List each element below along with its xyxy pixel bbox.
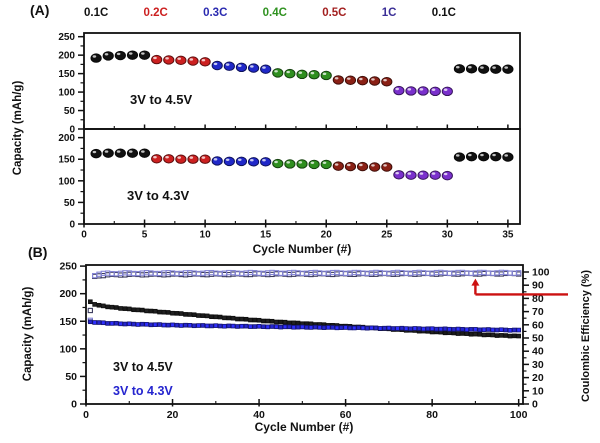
panel-b-right-y-axis-title: Coulombic Efficiency (%)	[580, 269, 592, 403]
svg-text:80: 80	[426, 409, 438, 421]
svg-text:100: 100	[58, 88, 75, 99]
svg-text:15: 15	[260, 230, 272, 241]
rate-label-5: 1C	[381, 7, 397, 19]
rate-label-0: 0.1C	[84, 7, 109, 19]
svg-text:30: 30	[532, 359, 544, 371]
panel-a-y-axis-title: Capacity (mAh/g)	[12, 80, 24, 176]
svg-text:25: 25	[381, 230, 393, 241]
legend-item-0: 3V to 4.5V	[113, 360, 173, 374]
svg-text:40: 40	[253, 409, 265, 421]
panel-b-legend: 3V to 4.5V 3V to 4.3V	[113, 360, 173, 408]
svg-text:20: 20	[532, 372, 544, 384]
legend-item-1: 3V to 4.3V	[113, 384, 173, 398]
svg-text:0: 0	[83, 409, 89, 421]
svg-text:150: 150	[58, 69, 75, 80]
panel-b-x-axis-title: Cycle Number (#)	[254, 420, 354, 434]
svg-text:10: 10	[200, 230, 212, 241]
svg-text:10: 10	[532, 385, 544, 397]
svg-text:250: 250	[59, 261, 77, 273]
svg-text:5: 5	[142, 230, 148, 241]
svg-text:0: 0	[532, 399, 538, 411]
rate-label-2: 0.3C	[203, 7, 228, 19]
svg-text:0: 0	[69, 220, 75, 231]
svg-text:100: 100	[58, 176, 75, 187]
svg-text:80: 80	[532, 293, 544, 305]
svg-text:20: 20	[167, 409, 179, 421]
panel-b-letter: (B)	[28, 244, 48, 260]
panel-a-bottom-annotation: 3V to 4.3V	[127, 188, 190, 203]
svg-text:0: 0	[71, 399, 77, 411]
svg-text:60: 60	[532, 319, 544, 331]
rate-label-4: 0.5C	[322, 7, 347, 19]
svg-text:200: 200	[58, 51, 75, 62]
svg-text:150: 150	[59, 316, 77, 328]
svg-text:35: 35	[502, 230, 514, 241]
svg-text:50: 50	[64, 198, 76, 209]
rate-label-6: 0.1C	[431, 7, 456, 19]
svg-text:0: 0	[81, 230, 87, 241]
svg-text:150: 150	[58, 155, 75, 166]
svg-text:250: 250	[58, 32, 75, 43]
rate-label-3: 0.4C	[262, 7, 287, 19]
svg-text:20: 20	[321, 230, 333, 241]
rate-labels-row: 0.1C 0.2C 0.3C 0.4C 0.5C 1C 0.1C	[84, 7, 456, 19]
svg-text:60: 60	[340, 409, 352, 421]
svg-text:40: 40	[532, 346, 544, 358]
svg-text:90: 90	[532, 280, 544, 292]
panel-b-left-y-axis-title: Capacity (mAh/g)	[22, 286, 34, 382]
svg-text:50: 50	[532, 332, 544, 344]
svg-text:200: 200	[59, 288, 77, 300]
svg-text:100: 100	[532, 266, 550, 278]
svg-text:100: 100	[59, 343, 77, 355]
svg-text:100: 100	[510, 409, 528, 421]
panel-a-x-axis-title: Cycle Number (#)	[252, 242, 352, 256]
rate-label-1: 0.2C	[143, 7, 168, 19]
svg-text:50: 50	[64, 106, 76, 117]
panel-a-top-annotation: 3V to 4.5V	[130, 92, 193, 107]
svg-text:70: 70	[532, 306, 544, 318]
svg-text:200: 200	[58, 133, 75, 144]
svg-text:0: 0	[69, 125, 75, 136]
svg-text:30: 30	[442, 230, 454, 241]
panel-a-letter: (A)	[30, 2, 50, 18]
svg-text:50: 50	[65, 371, 77, 383]
